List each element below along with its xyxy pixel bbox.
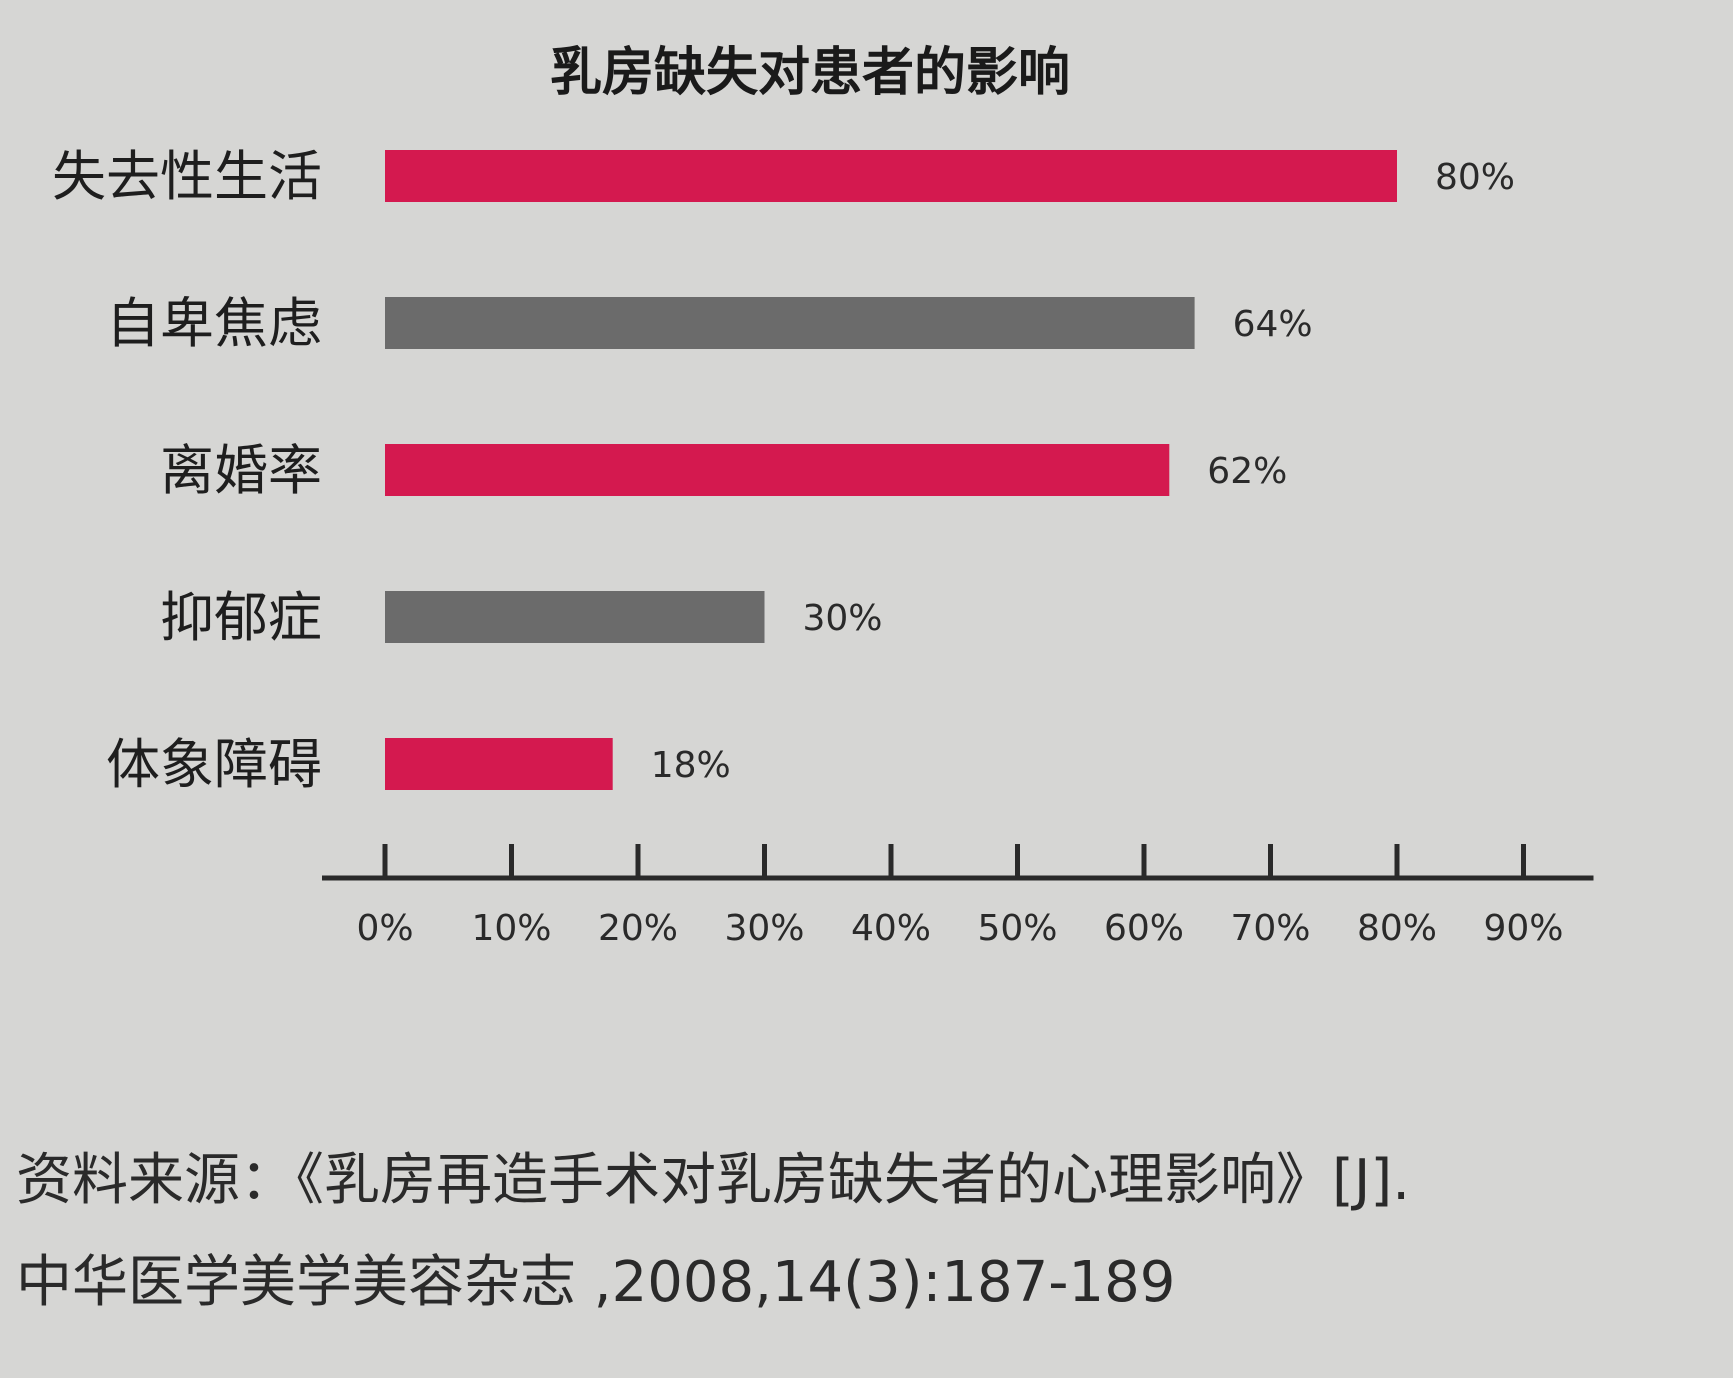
bar xyxy=(385,591,765,643)
bar xyxy=(385,150,1397,202)
value-label: 30% xyxy=(803,598,883,639)
value-label: 64% xyxy=(1233,304,1313,345)
bar xyxy=(385,444,1170,496)
x-tick-label: 80% xyxy=(1357,908,1437,949)
bars-layer: 失去性生活 80% 自卑焦虑 64% 离婚率 62% 抑郁症 30% 体象障碍 18% xyxy=(52,145,1515,796)
source-line-2: 中华医学美学美容杂志 ,2008,14(3):187-189 xyxy=(16,1250,1176,1315)
x-tick-label: 60% xyxy=(1104,908,1184,949)
value-label: 62% xyxy=(1207,451,1287,492)
chart-title: 乳房缺失对患者的影响 xyxy=(550,43,1070,103)
category-label: 体象障碍 xyxy=(106,733,322,796)
x-tick-label: 90% xyxy=(1483,908,1563,949)
x-tick-label: 70% xyxy=(1230,908,1310,949)
source-citation: 资料来源：《乳房再造手术对乳房缺失者的心理影响》[J]. 中华医学美学美容杂志 … xyxy=(16,1130,1716,1334)
x-tick-label: 0% xyxy=(356,908,413,949)
x-tick-label: 10% xyxy=(471,908,551,949)
category-label: 失去性生活 xyxy=(52,145,322,208)
x-tick-label: 40% xyxy=(851,908,931,949)
x-tick-label: 50% xyxy=(977,908,1057,949)
source-line-1: 资料来源：《乳房再造手术对乳房缺失者的心理影响》[J]. xyxy=(16,1148,1411,1213)
category-label: 抑郁症 xyxy=(160,586,322,649)
bar xyxy=(385,297,1195,349)
bar-chart: 乳房缺失对患者的影响 失去性生活 80% 自卑焦虑 64% 离婚率 62% 抑郁症 30% 体象… xyxy=(52,43,1594,949)
value-label: 80% xyxy=(1435,157,1515,198)
bar xyxy=(385,738,613,790)
category-label: 自卑焦虑 xyxy=(106,292,322,355)
x-tick-label: 20% xyxy=(598,908,678,949)
value-label: 18% xyxy=(651,745,731,786)
x-axis: 0% 10% 20% 30% 40% 50% 60% 70% 80% 90% xyxy=(322,844,1594,949)
x-tick-label: 30% xyxy=(724,908,804,949)
category-label: 离婚率 xyxy=(160,439,322,502)
